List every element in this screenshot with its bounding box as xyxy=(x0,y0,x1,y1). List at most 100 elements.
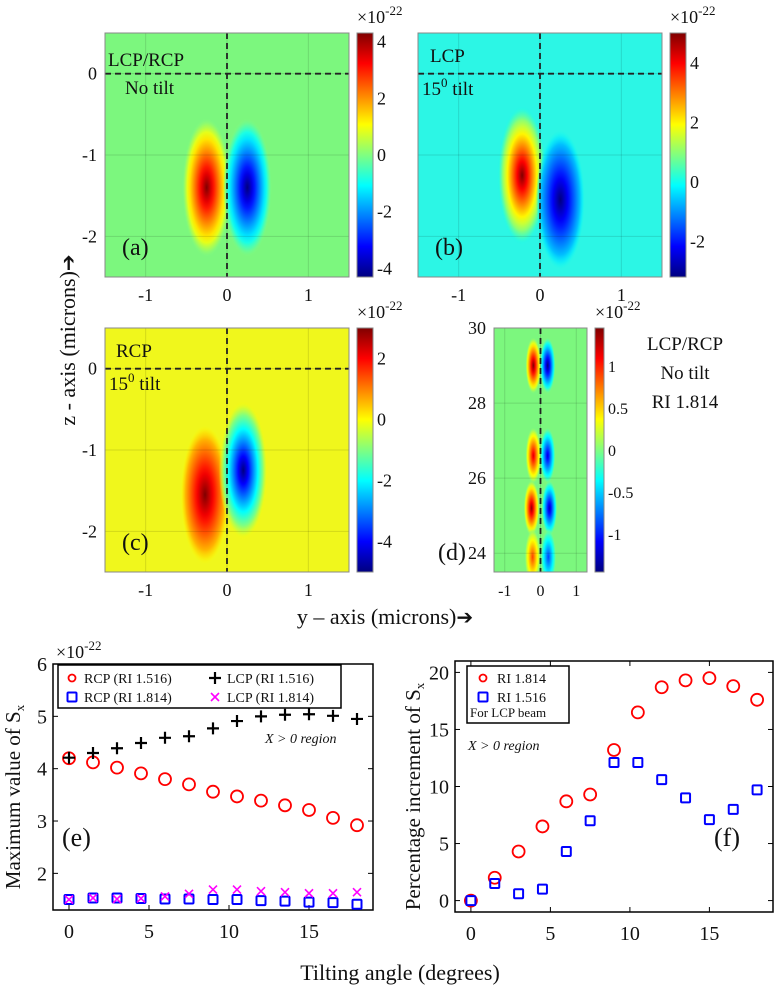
negative-lobe xyxy=(541,480,558,537)
bottom-x-axis-label: Tilting angle (degrees) xyxy=(300,960,500,985)
annotation-line: No tilt xyxy=(660,363,710,384)
y-tick-label: -2 xyxy=(82,521,97,541)
data-point xyxy=(159,893,171,905)
panel-label: (f) xyxy=(714,823,740,852)
x-tick-label: 5 xyxy=(144,921,154,943)
data-point xyxy=(726,679,741,693)
annotation-line: LCP/RCP xyxy=(647,334,723,355)
annotation-line: LCP xyxy=(430,46,465,67)
region-annotation: X > 0 region xyxy=(264,732,337,747)
panel-label: (b) xyxy=(435,235,463,261)
series-ri-1-516 xyxy=(465,757,763,907)
right-arrow-icon: ➔ xyxy=(456,605,473,629)
data-point xyxy=(608,757,620,769)
x-tick-label: 5 xyxy=(545,923,555,945)
data-point xyxy=(352,887,362,897)
heatmap-features xyxy=(182,118,272,257)
y-tick-label: 26 xyxy=(468,468,486,488)
y-tick-label: 10 xyxy=(429,777,449,799)
annotation-line: RCP xyxy=(116,341,152,362)
data-point xyxy=(654,680,669,695)
negative-lobe xyxy=(539,427,556,484)
y-tick-label: -2 xyxy=(82,226,97,246)
annotation-line: No tilt xyxy=(125,78,175,99)
y-tick-label: 30 xyxy=(468,318,486,338)
colorbar-multiplier: ×10-22 xyxy=(357,298,403,322)
data-point xyxy=(88,893,98,903)
data-point xyxy=(206,784,220,799)
x-tick-label: 0 xyxy=(64,921,74,943)
data-point xyxy=(632,757,644,769)
x-tick-label: 1 xyxy=(617,285,626,305)
data-point xyxy=(158,772,172,787)
panel-b: -1 0 1 4 2 0 -2 ×10-22 LCP 150 tilt (b) xyxy=(417,3,716,305)
data-point xyxy=(303,896,315,908)
colorbar-multiplier: ×10-22 xyxy=(670,3,716,27)
data-point xyxy=(703,814,715,826)
series-lcp-ri-1-814- xyxy=(64,885,362,905)
data-point xyxy=(184,889,194,899)
legend-marker xyxy=(477,691,489,703)
x-tick-label: 15 xyxy=(699,923,719,945)
x-tick-label: -1 xyxy=(498,583,511,600)
colorbar-tick-label: 0 xyxy=(377,410,386,430)
data-point xyxy=(350,818,364,833)
data-point xyxy=(111,742,123,755)
heatmap-features xyxy=(523,337,558,572)
y-tick-label: 24 xyxy=(468,543,486,563)
data-point xyxy=(256,886,266,896)
colorbar-tick-label: 2 xyxy=(377,88,386,108)
data-point xyxy=(231,894,243,906)
heatmap-features xyxy=(180,401,268,564)
data-point xyxy=(607,743,621,757)
colorbar-tick-label: -2 xyxy=(377,202,392,222)
data-point xyxy=(535,819,550,834)
x-tick-label: 1 xyxy=(304,580,313,600)
data-point xyxy=(255,710,267,723)
y-tick-label: 6 xyxy=(37,654,47,676)
data-point xyxy=(207,722,219,735)
legend-box xyxy=(57,664,342,709)
x-tick-label: 0 xyxy=(223,580,232,600)
data-point xyxy=(328,888,338,898)
colorbar-tick-label: 4 xyxy=(377,32,386,52)
panel-label: (e) xyxy=(62,823,91,852)
data-point xyxy=(110,760,124,775)
series-lcp-ri-1-516- xyxy=(63,708,363,764)
negative-lobe xyxy=(539,337,556,394)
x-tick-label: 1 xyxy=(304,285,313,305)
x-tick-label: 10 xyxy=(620,923,640,945)
positive-lobe xyxy=(182,118,232,257)
data-point xyxy=(64,894,74,905)
data-point xyxy=(560,846,572,858)
colorbar-multiplier: ×10-22 xyxy=(595,298,641,322)
colorbar-tick-label: -4 xyxy=(377,258,392,278)
plot-frame xyxy=(493,327,588,573)
legend-label: RI 1.814 xyxy=(497,672,546,687)
colorbar-multiplier: ×10-22 xyxy=(357,3,403,27)
y-tick-label: 4 xyxy=(37,759,47,781)
colorbar-tick-label: 4 xyxy=(690,53,699,73)
data-point xyxy=(231,715,243,728)
data-point xyxy=(63,751,75,764)
y-tick-label: 5 xyxy=(37,706,47,728)
x-tick-label: 0 xyxy=(223,285,232,305)
y-tick-label: 2 xyxy=(37,863,47,885)
heatmap-features xyxy=(497,106,585,269)
data-point xyxy=(351,712,363,725)
negative-lobe xyxy=(535,130,585,269)
negative-lobe xyxy=(540,528,557,572)
negative-lobe xyxy=(218,401,268,540)
data-point xyxy=(463,893,478,908)
data-point xyxy=(630,705,645,720)
data-point xyxy=(182,777,196,792)
x-tick-label: 10 xyxy=(219,921,239,943)
data-point xyxy=(207,894,219,906)
positive-lobe xyxy=(525,337,542,394)
colorbar-tick-label: -2 xyxy=(690,231,705,251)
annotation-line: LCP/RCP xyxy=(108,50,184,71)
data-point xyxy=(751,784,763,796)
panel-label: (a) xyxy=(122,235,149,261)
